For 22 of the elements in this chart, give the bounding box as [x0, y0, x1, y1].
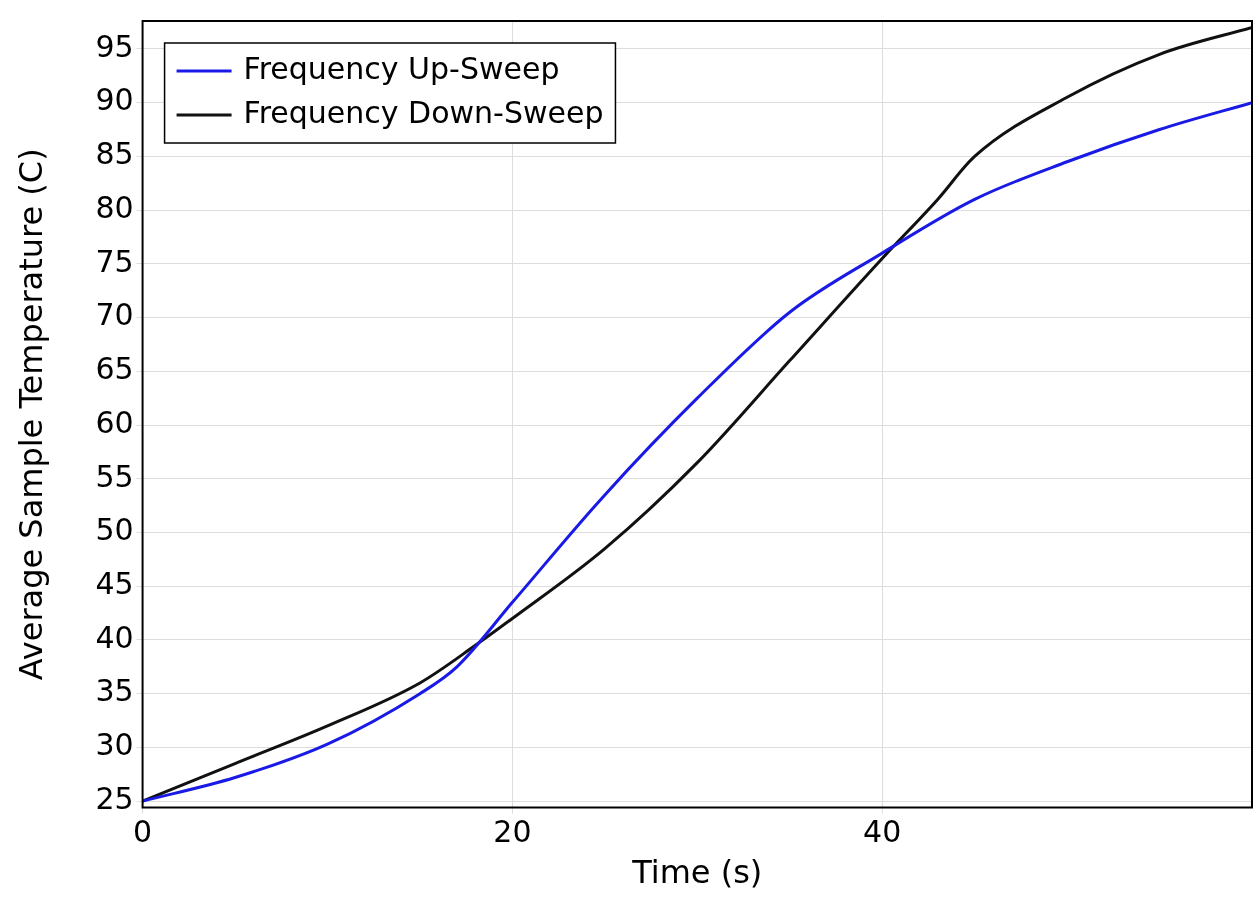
y-tick-label: 60	[95, 404, 134, 440]
y-tick-label: 75	[95, 243, 134, 279]
y-tick-label: 65	[95, 351, 134, 387]
y-tick-label: 35	[95, 673, 134, 709]
y-tick-label: 50	[95, 512, 134, 548]
x-tick-label: 0	[133, 814, 153, 850]
legend-label: Frequency Down-Sweep	[243, 94, 604, 130]
y-axis-title: Average Sample Temperature (C)	[11, 148, 50, 681]
legend-label: Frequency Up-Sweep	[243, 50, 560, 86]
x-axis-title: Time (s)	[631, 853, 763, 892]
x-tick-label: 40	[863, 814, 902, 850]
y-tick-label: 95	[95, 28, 134, 64]
y-tick-label: 30	[95, 727, 134, 763]
y-tick-label: 80	[95, 189, 134, 225]
y-tick-label: 55	[95, 458, 134, 494]
x-tick-label: 20	[493, 814, 532, 850]
y-tick-label: 40	[95, 619, 134, 655]
y-tick-label: 85	[95, 136, 134, 172]
y-tick-label: 70	[95, 297, 134, 333]
y-tick-label: 45	[95, 566, 134, 602]
y-tick-label: 25	[95, 780, 134, 816]
y-tick-label: 90	[95, 82, 134, 118]
